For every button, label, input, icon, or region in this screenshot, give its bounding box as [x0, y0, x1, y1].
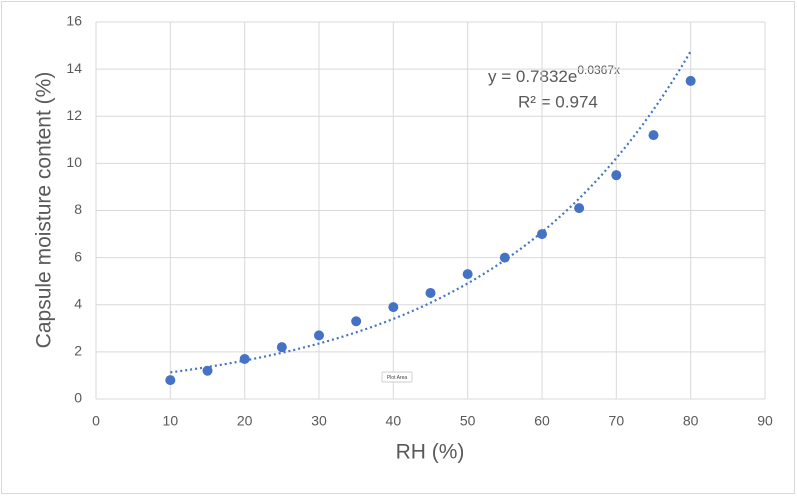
x-axis-label: RH (%) — [396, 441, 465, 464]
x-tick-label: 0 — [92, 413, 100, 429]
x-tick-label: 30 — [311, 413, 327, 429]
y-tick-label: 0 — [74, 390, 82, 406]
data-point — [276, 342, 287, 353]
x-tick-label: 70 — [609, 413, 625, 429]
x-tick-label: 40 — [386, 413, 402, 429]
data-point — [499, 252, 510, 263]
y-tick-label: 14 — [66, 60, 82, 76]
y-axis-label: Capsule moisture content (%) — [33, 72, 56, 349]
x-tick-label: 80 — [683, 413, 699, 429]
y-tick-label: 10 — [66, 154, 82, 170]
data-point — [685, 75, 696, 86]
equation-base: y = 0.7832e — [488, 67, 577, 86]
y-tick-label: 12 — [66, 107, 82, 123]
grid — [95, 21, 766, 400]
data-point — [537, 229, 547, 240]
x-tick-label: 50 — [460, 413, 476, 429]
y-tick-label: 16 — [66, 13, 82, 29]
data-point — [239, 353, 250, 364]
y-tick-label: 4 — [74, 295, 82, 311]
x-tick-label: 90 — [757, 413, 773, 429]
tooltip-box — [381, 371, 413, 383]
data-point — [611, 170, 622, 181]
equation-exponent: 0.0367x — [577, 63, 620, 77]
x-tick-label: 60 — [534, 413, 550, 429]
data-point — [202, 365, 213, 376]
trendline — [170, 50, 692, 374]
trend-equation: y = 0.7832e0.0367x — [488, 63, 620, 86]
data-point — [351, 316, 362, 327]
data-point — [574, 203, 585, 214]
x-tick-label: 20 — [237, 413, 253, 429]
x-tick-label: 10 — [163, 413, 179, 429]
y-tick-label: 6 — [74, 248, 82, 264]
y-tick-label: 8 — [74, 201, 82, 217]
data-point — [425, 287, 436, 298]
tooltip: Plot Area — [387, 375, 408, 381]
y-tick-label: 2 — [74, 343, 82, 359]
data-point — [388, 302, 399, 313]
data-point — [165, 375, 176, 386]
data-point — [314, 330, 324, 341]
r-squared: R² = 0.974 — [518, 92, 598, 111]
data-point — [462, 269, 473, 280]
data-point — [648, 130, 659, 141]
